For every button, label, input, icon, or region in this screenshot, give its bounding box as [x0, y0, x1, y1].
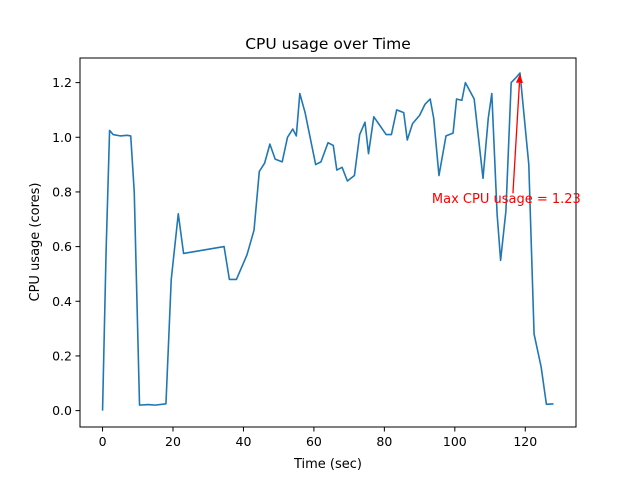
- annotation-label: Max CPU usage = 1.23: [432, 192, 581, 207]
- chart-title: CPU usage over Time: [245, 35, 411, 53]
- x-tick-label: 80: [376, 434, 392, 449]
- x-tick-label: 120: [513, 434, 537, 449]
- y-tick-label: 0.8: [52, 184, 72, 199]
- y-axis-label: CPU usage (cores): [28, 183, 43, 302]
- x-tick-label: 40: [236, 434, 252, 449]
- y-tick-label: 1.0: [52, 130, 72, 145]
- plot-frame: [79, 57, 577, 428]
- x-tick-label: 0: [99, 434, 107, 449]
- annotation-arrow-head: [515, 73, 523, 84]
- y-tick-label: 1.2: [52, 75, 72, 90]
- x-tick-label: 60: [306, 434, 322, 449]
- series-line-0: [101, 72, 554, 411]
- plot-area: [101, 72, 554, 411]
- x-tick-label: 20: [165, 434, 181, 449]
- x-axis-label: Time (sec): [293, 457, 362, 472]
- annotation-arrow-line: [512, 82, 521, 194]
- y-tick-label: 0.6: [52, 239, 72, 254]
- y-tick-label: 0.2: [52, 348, 72, 363]
- y-tick-label: 0.0: [52, 403, 72, 418]
- max-annotation: Max CPU usage = 1.23: [432, 73, 581, 207]
- y-tick-label: 0.4: [52, 294, 72, 309]
- y-axis-ticks: 0.0 0.2 0.4 0.6 0.8 1.0 1.2: [52, 75, 80, 418]
- x-tick-label: 100: [443, 434, 467, 449]
- x-axis-ticks: 0 20 40 60 80 100 120: [99, 427, 537, 449]
